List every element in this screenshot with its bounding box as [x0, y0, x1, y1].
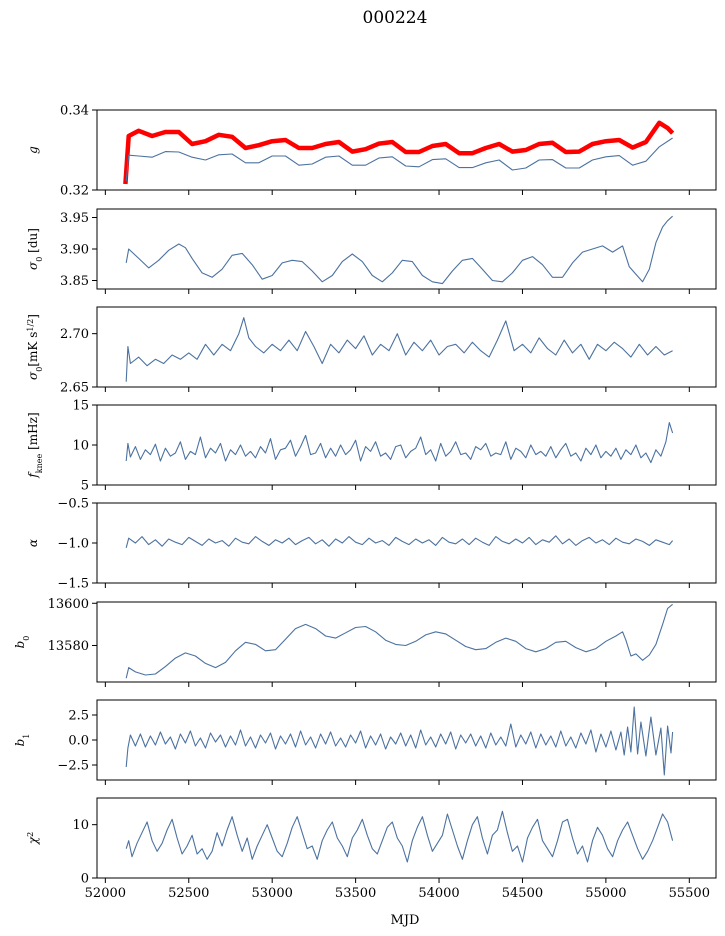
- series-line-2: [125, 137, 673, 182]
- y-tick-label: 2.70: [60, 327, 89, 342]
- y-tick-label: 3.95: [60, 211, 89, 226]
- x-tick-label: 55500: [669, 886, 710, 901]
- y-tick-label: −0.5: [57, 497, 89, 512]
- y-tick-label: 15: [72, 399, 89, 414]
- y-axis-label: b1: [13, 734, 31, 747]
- x-tick-label: 52000: [85, 886, 126, 901]
- axes-frame: [96, 109, 717, 191]
- y-tick-label: 3.85: [60, 274, 89, 289]
- series-line-1: [125, 215, 673, 285]
- y-axis-label: σ0[mK s1/2]: [26, 314, 44, 380]
- series-line-1: [125, 706, 674, 776]
- series-line-1: [125, 535, 674, 548]
- y-tick-label: 13580: [48, 639, 89, 654]
- x-tick-label: 54000: [418, 886, 459, 901]
- y-tick-label: 0.32: [60, 184, 89, 199]
- y-axis-label: σ0 [du]: [26, 228, 44, 270]
- y-tick-label: −1.0: [57, 537, 89, 552]
- panel-1: 0.32 0.34 g: [26, 104, 717, 199]
- y-tick-label: 5: [81, 479, 89, 494]
- y-tick-label: 2.65: [60, 381, 89, 396]
- axes-frame: [96, 797, 717, 879]
- panel-3: 2.65 2.70 σ0[mK s1/2]: [26, 306, 717, 396]
- y-tick-label: 0: [81, 872, 89, 887]
- panel-8: 0 10 52000 52500 53000 53500 54000 54500 55000 55…: [26, 797, 717, 901]
- y-tick-label: 0.34: [60, 104, 89, 119]
- y-tick-label: 3.90: [60, 243, 89, 258]
- series-line-1: [125, 317, 673, 382]
- y-axis-label: fknee [mHz]: [26, 412, 44, 478]
- series-line-1: [125, 810, 674, 863]
- y-tick-label: 10: [72, 439, 89, 454]
- figure-title: 000224: [363, 8, 428, 28]
- panel-7: −2.5 0.0 2.5 b1: [13, 699, 717, 785]
- series-line-1: [123, 120, 675, 185]
- y-axis-label: b0: [13, 636, 31, 649]
- x-tick-label: 54500: [502, 886, 543, 901]
- axes-frame: [96, 601, 717, 683]
- y-tick-label: 10: [72, 818, 89, 833]
- panel-6: 13580 13600 b0: [13, 597, 717, 687]
- panel-5: −1.5 −1.0 −0.5 α: [26, 497, 717, 592]
- x-tick-label: 52500: [168, 886, 209, 901]
- y-axis-label: α: [26, 539, 40, 547]
- x-tick-label: 53500: [335, 886, 376, 901]
- panels: 0.32 0.34 g 3.85 3.90 3.95 σ0 [du] 2.65 2.70 σ0[m…: [13, 104, 717, 901]
- y-tick-label: 2.5: [68, 709, 89, 724]
- axes-frame: [96, 306, 717, 388]
- axes-frame: [96, 404, 717, 486]
- x-axis-label: MJD: [391, 913, 420, 928]
- series-line-1: [125, 603, 673, 679]
- panel-4: 5 10 15 fknee [mHz]: [26, 399, 717, 494]
- y-axis-label: χ2: [26, 832, 41, 845]
- y-tick-label: 0.0: [68, 734, 89, 749]
- panel-2: 3.85 3.90 3.95 σ0 [du]: [26, 208, 717, 294]
- x-tick-label: 55000: [585, 886, 626, 901]
- y-axis-label: g: [26, 146, 40, 154]
- y-tick-label: −2.5: [57, 759, 89, 774]
- series-line-1: [125, 422, 674, 464]
- axes-frame: [96, 699, 717, 781]
- y-tick-label: 13600: [48, 597, 89, 612]
- y-tick-label: −1.5: [57, 577, 89, 592]
- x-tick-label: 53000: [252, 886, 293, 901]
